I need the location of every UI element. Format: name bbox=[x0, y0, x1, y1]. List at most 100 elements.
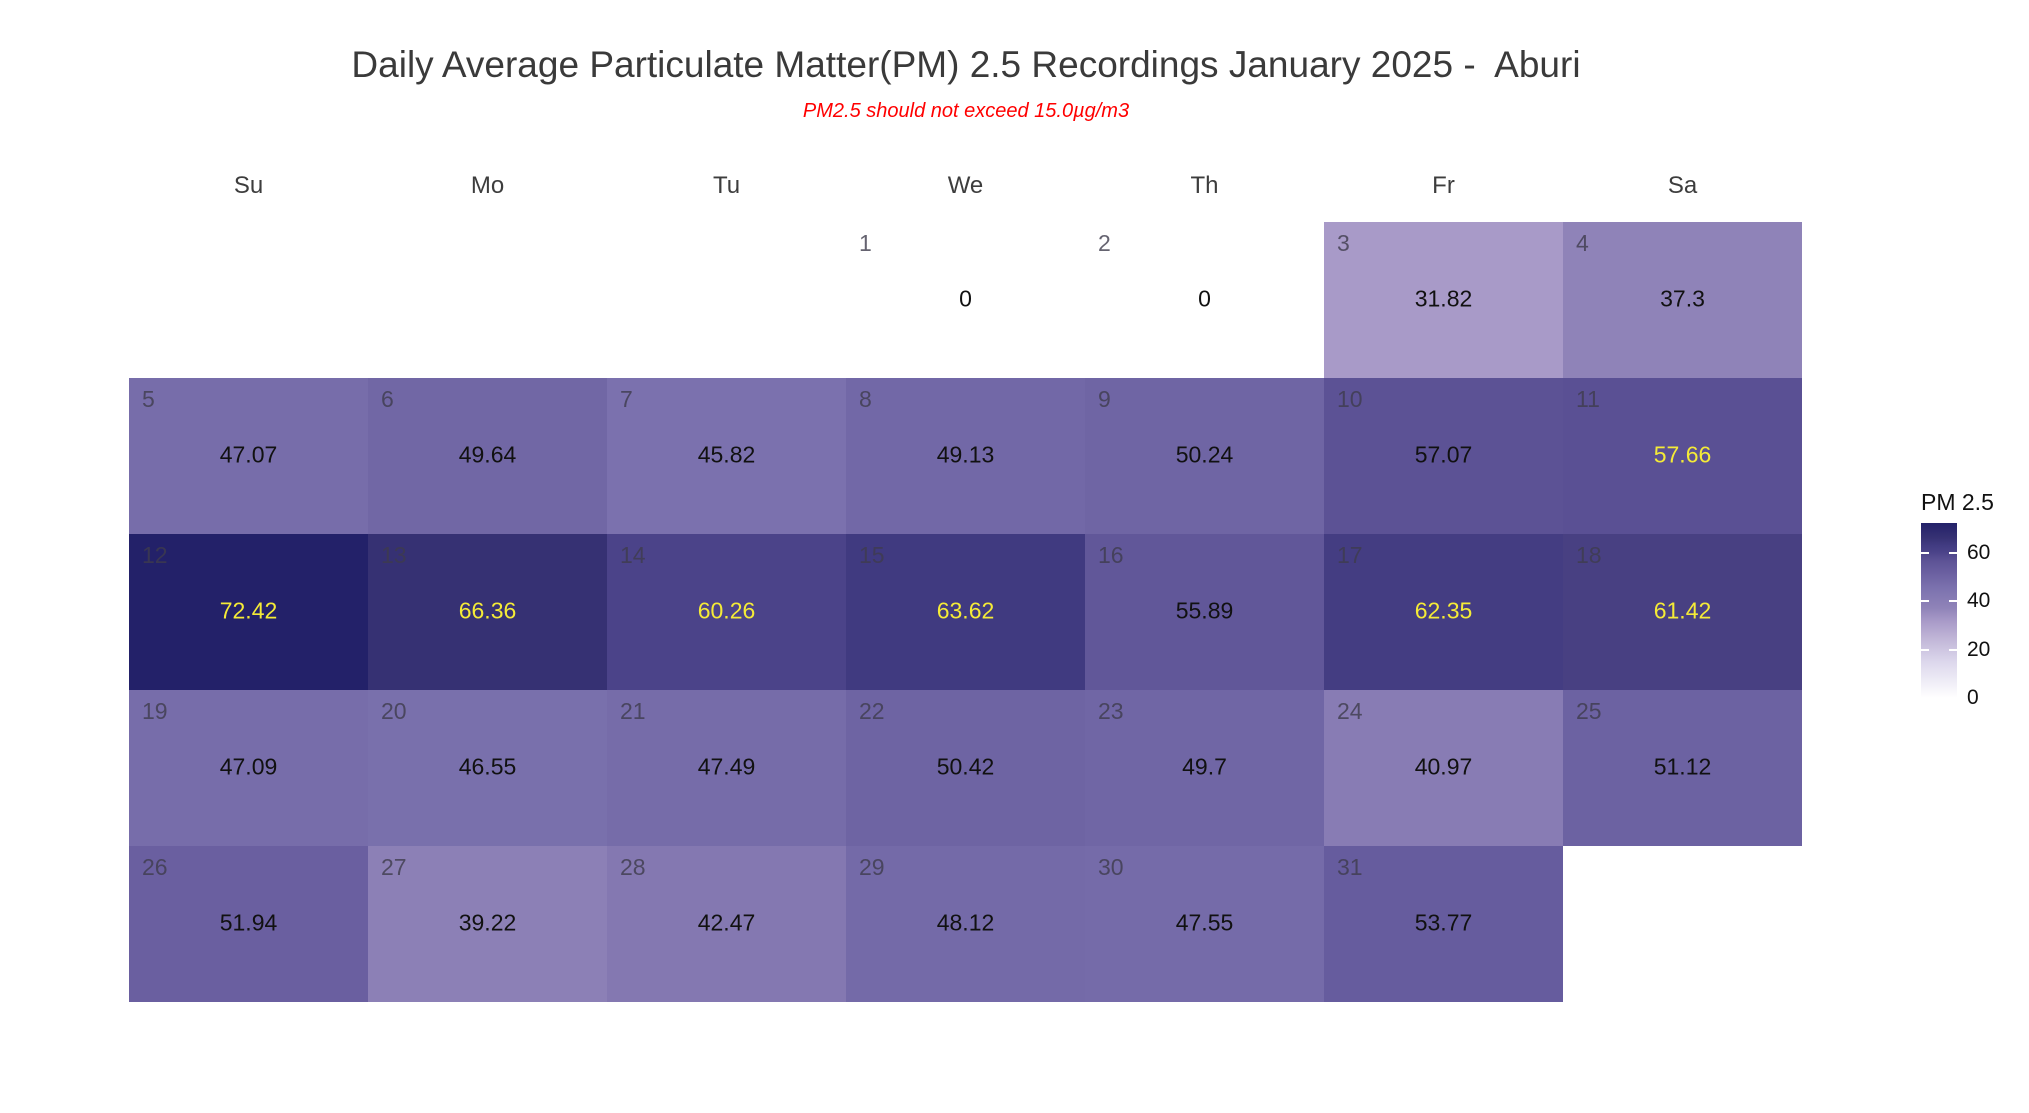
pm25-value: 46.55 bbox=[458, 753, 517, 780]
weekday-header-su: Su bbox=[233, 172, 264, 199]
pm25-value: 0 bbox=[1198, 285, 1211, 312]
pm25-value: 49.7 bbox=[1182, 753, 1227, 780]
pm25-value: 51.94 bbox=[219, 909, 278, 936]
weekday-header-th: Th bbox=[1190, 172, 1219, 199]
pm25-value: 49.64 bbox=[458, 441, 517, 468]
day-number: 17 bbox=[1337, 542, 1363, 568]
weekday-header-mo: Mo bbox=[470, 172, 505, 199]
pm25-value: 61.42 bbox=[1653, 597, 1712, 624]
pm25-value: 49.13 bbox=[936, 441, 995, 468]
day-number: 2 bbox=[1098, 230, 1111, 256]
day-number: 19 bbox=[142, 698, 168, 724]
day-number: 24 bbox=[1337, 698, 1363, 724]
day-cell-16: 16 55.89 bbox=[1085, 534, 1324, 690]
day-number: 5 bbox=[142, 386, 155, 412]
day-cell-19: 19 47.09 bbox=[129, 690, 368, 846]
day-number: 14 bbox=[620, 542, 646, 568]
pm25-value: 55.89 bbox=[1175, 597, 1234, 624]
day-cell-18: 18 61.42 bbox=[1563, 534, 1802, 690]
day-number: 8 bbox=[859, 386, 872, 412]
day-cell-20: 20 46.55 bbox=[368, 690, 607, 846]
day-number: 31 bbox=[1337, 854, 1363, 880]
day-number: 28 bbox=[620, 854, 646, 880]
weekday-header-we: We bbox=[947, 172, 984, 199]
legend-tick-mark bbox=[1949, 552, 1957, 554]
weekday-header-tu: Tu bbox=[712, 172, 741, 199]
day-cell-14: 14 60.26 bbox=[607, 534, 846, 690]
day-cell-17: 17 62.35 bbox=[1324, 534, 1563, 690]
pm25-value: 63.62 bbox=[936, 597, 995, 624]
legend-tick-mark bbox=[1949, 600, 1957, 603]
legend-tick-label-60: 60 bbox=[1967, 541, 1991, 564]
pm25-value: 62.35 bbox=[1414, 597, 1473, 624]
pm25-value: 53.77 bbox=[1414, 909, 1473, 936]
pm25-value: 47.07 bbox=[219, 441, 278, 468]
chart-title: Daily Average Particulate Matter(PM) 2.5… bbox=[351, 44, 1581, 85]
day-cell-28: 28 42.47 bbox=[607, 846, 846, 1002]
day-cell-23: 23 49.7 bbox=[1085, 690, 1324, 846]
pm25-value: 57.07 bbox=[1414, 441, 1473, 468]
pm25-value: 48.12 bbox=[936, 909, 995, 936]
day-cell-24: 24 40.97 bbox=[1324, 690, 1563, 846]
day-cell-9: 9 50.24 bbox=[1085, 378, 1324, 534]
day-number: 12 bbox=[142, 542, 168, 568]
day-cell-15: 15 63.62 bbox=[846, 534, 1085, 690]
pm25-value: 37.3 bbox=[1660, 285, 1705, 312]
pm25-value: 51.12 bbox=[1653, 753, 1712, 780]
day-number: 6 bbox=[381, 386, 394, 412]
legend-tick-mark bbox=[1949, 648, 1957, 651]
pm25-value: 47.49 bbox=[697, 753, 756, 780]
pm25-value: 72.42 bbox=[219, 597, 278, 624]
day-cell-29: 29 48.12 bbox=[846, 846, 1085, 1002]
day-number: 29 bbox=[859, 854, 885, 880]
day-cell-6: 6 49.64 bbox=[368, 378, 607, 534]
legend-tick-label-40: 40 bbox=[1967, 589, 1991, 613]
day-cell-25: 25 51.12 bbox=[1563, 690, 1802, 846]
weekday-header-sa: Sa bbox=[1667, 172, 1698, 199]
pm25-value: 0 bbox=[959, 285, 972, 312]
legend-tick-mark bbox=[1921, 552, 1929, 554]
day-cell-30: 30 47.55 bbox=[1085, 846, 1324, 1002]
day-cell-12: 12 72.42 bbox=[129, 534, 368, 690]
day-cell-27: 27 39.22 bbox=[368, 846, 607, 1002]
day-cell-5: 5 47.07 bbox=[129, 378, 368, 534]
day-cell-13: 13 66.36 bbox=[368, 534, 607, 690]
legend-tick-mark bbox=[1921, 648, 1929, 651]
day-number: 22 bbox=[859, 698, 885, 724]
pm25-value: 57.66 bbox=[1653, 441, 1712, 468]
day-number: 25 bbox=[1576, 698, 1602, 724]
weekday-header-fr: Fr bbox=[1432, 172, 1455, 199]
legend-gradient-bar bbox=[1921, 523, 1957, 698]
day-number: 20 bbox=[381, 698, 407, 724]
day-number: 7 bbox=[620, 386, 633, 412]
pm25-value: 42.47 bbox=[697, 909, 756, 936]
chart-subtitle: PM2.5 should not exceed 15.0µg/m3 bbox=[802, 100, 1130, 122]
day-cell-3: 3 31.82 bbox=[1324, 222, 1563, 378]
day-cell-31: 31 53.77 bbox=[1324, 846, 1563, 1002]
day-number: 15 bbox=[859, 542, 885, 568]
day-cell-10: 10 57.07 bbox=[1324, 378, 1563, 534]
day-number: 21 bbox=[620, 698, 646, 724]
day-number: 26 bbox=[142, 854, 168, 880]
day-cell-22: 22 50.42 bbox=[846, 690, 1085, 846]
day-number: 11 bbox=[1576, 386, 1600, 412]
day-number: 10 bbox=[1337, 386, 1363, 412]
day-cell-11: 11 57.66 bbox=[1563, 378, 1802, 534]
day-cell-21: 21 47.49 bbox=[607, 690, 846, 846]
pm25-value: 39.22 bbox=[458, 909, 517, 936]
legend-title: PM 2.5 bbox=[1921, 489, 1994, 515]
day-number: 1 bbox=[859, 230, 872, 256]
day-number: 23 bbox=[1098, 698, 1124, 724]
day-number: 16 bbox=[1098, 542, 1124, 568]
pm25-value: 50.24 bbox=[1175, 441, 1234, 468]
pm25-value: 45.82 bbox=[697, 441, 756, 468]
day-number: 3 bbox=[1337, 230, 1350, 256]
day-number: 13 bbox=[381, 542, 407, 568]
pm25-value: 47.55 bbox=[1175, 909, 1234, 936]
day-cell-4: 4 37.3 bbox=[1563, 222, 1802, 378]
pm25-value: 66.36 bbox=[458, 597, 517, 624]
pm25-value: 40.97 bbox=[1414, 753, 1473, 780]
